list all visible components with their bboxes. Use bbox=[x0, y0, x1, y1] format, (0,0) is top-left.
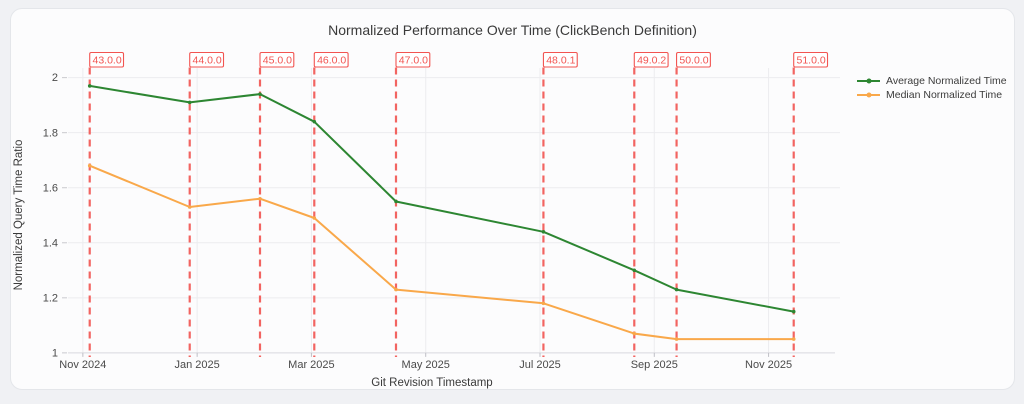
x-tick-label: Sep 2025 bbox=[631, 359, 678, 371]
x-tick-label: Nov 2024 bbox=[59, 359, 106, 371]
data-point bbox=[674, 287, 679, 292]
version-label-box bbox=[89, 51, 125, 68]
data-point bbox=[187, 205, 192, 209]
legend-marker-dot bbox=[866, 78, 871, 84]
version-label-box bbox=[676, 51, 711, 68]
data-point bbox=[394, 287, 398, 292]
series-line-average bbox=[88, 84, 795, 313]
x-tick-label: Jan 2025 bbox=[175, 359, 220, 371]
data-point bbox=[674, 337, 679, 341]
legend-swatch-median-line bbox=[857, 92, 880, 98]
version-label-text: 46.0.0 bbox=[317, 55, 346, 67]
version-label-box bbox=[189, 51, 225, 68]
data-point bbox=[632, 331, 637, 336]
y-tick-label: 1.4 bbox=[43, 237, 58, 249]
data-point bbox=[312, 119, 317, 124]
version-label-text: 45.0.0 bbox=[263, 55, 292, 67]
data-point bbox=[187, 100, 192, 105]
data-point bbox=[312, 216, 317, 220]
version-label-text: 48.0.1 bbox=[546, 55, 575, 67]
legend-item-average: Average Normalized Time bbox=[857, 74, 1007, 88]
series-line-median bbox=[88, 164, 795, 341]
data-point bbox=[258, 196, 262, 201]
version-label-text: 43.0.0 bbox=[93, 55, 122, 67]
legend-item-median: Median Normalized Time bbox=[857, 88, 1007, 102]
version-label-text: 49.0.2 bbox=[637, 55, 666, 67]
data-point bbox=[87, 163, 92, 168]
legend-swatch-average-line bbox=[857, 78, 880, 84]
legend: Average Normalized Time Median Normalize… bbox=[857, 74, 1007, 102]
y-tick-label: 1 bbox=[52, 347, 58, 359]
y-tick-label: 1.2 bbox=[43, 292, 58, 304]
y-axis-title: Normalized Query Time Ratio bbox=[13, 139, 25, 291]
data-point bbox=[791, 337, 796, 341]
y-tick-label: 2 bbox=[52, 72, 58, 84]
data-point bbox=[394, 199, 398, 204]
version-label-box bbox=[395, 51, 431, 68]
version-label-box bbox=[259, 51, 295, 68]
chart-card bbox=[10, 8, 1015, 390]
data-point bbox=[258, 92, 262, 96]
data-point bbox=[632, 268, 637, 273]
x-axis-title: Git Revision Timestamp bbox=[371, 377, 493, 389]
x-tick-label: May 2025 bbox=[402, 359, 450, 371]
data-point bbox=[541, 301, 546, 306]
version-label-text: 50.0.0 bbox=[679, 55, 708, 67]
x-tick-label: Nov 2025 bbox=[745, 359, 792, 371]
version-label-box bbox=[313, 51, 349, 68]
legend-label-median: Median Normalized Time bbox=[886, 89, 1003, 101]
data-point bbox=[541, 229, 546, 234]
version-label-text: 47.0.0 bbox=[399, 55, 428, 67]
data-point bbox=[87, 84, 92, 88]
legend-marker-dot bbox=[866, 92, 871, 98]
x-tick-label: Mar 2025 bbox=[288, 359, 334, 371]
version-label-box bbox=[542, 51, 578, 68]
version-label-text: 44.0.0 bbox=[193, 55, 222, 67]
y-tick-label: 1.6 bbox=[43, 182, 58, 194]
data-point bbox=[791, 309, 796, 314]
version-label-text: 51.0.0 bbox=[797, 55, 826, 67]
version-label-box bbox=[633, 51, 669, 68]
version-label-box bbox=[793, 51, 829, 68]
y-tick-label: 1.8 bbox=[43, 127, 58, 139]
chart-title: Normalized Performance Over Time (ClickB… bbox=[328, 22, 697, 38]
legend-label-average: Average Normalized Time bbox=[886, 75, 1007, 87]
x-tick-label: Jul 2025 bbox=[519, 359, 561, 371]
